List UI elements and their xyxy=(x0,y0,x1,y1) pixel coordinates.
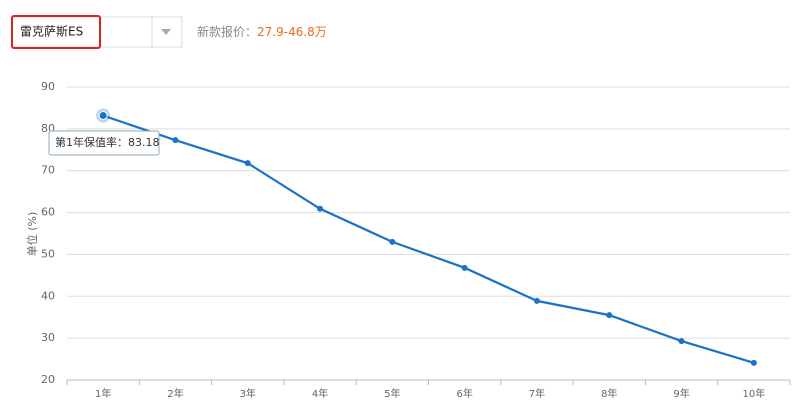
select-text: 雷克萨斯ES xyxy=(20,25,83,39)
tooltip-text: 第1年保值率：83.18 xyxy=(55,135,160,149)
point xyxy=(244,160,251,167)
point xyxy=(533,297,540,304)
line xyxy=(102,114,755,364)
x-tick-label: 9年 xyxy=(673,387,689,400)
y-tick-label: 40 xyxy=(41,289,55,302)
y-tick-label: 30 xyxy=(41,331,55,344)
x-tick-label: 8年 xyxy=(601,387,617,400)
highlight-box xyxy=(11,15,101,49)
model-select[interactable] xyxy=(11,16,183,48)
point xyxy=(389,238,396,245)
point xyxy=(606,312,613,319)
dropdown-arrow[interactable] xyxy=(161,29,171,35)
point xyxy=(678,338,685,345)
tooltip: 第1年保值率：83.18 xyxy=(48,130,160,156)
point xyxy=(172,137,179,144)
x-tick-label: 6年 xyxy=(456,387,472,400)
x-tick-label: 7年 xyxy=(529,387,545,400)
point xyxy=(750,359,757,366)
y-tick-label: 60 xyxy=(41,206,55,219)
x-tick-label: 1年 xyxy=(95,387,111,400)
point xyxy=(461,264,468,271)
point xyxy=(98,111,108,121)
price-label: 新款报价：27.9-46.8万 xyxy=(197,24,327,39)
x-tick-label: 3年 xyxy=(240,387,256,400)
tooltip-box xyxy=(48,130,160,156)
x-tick-label: 5年 xyxy=(384,387,400,400)
y-tick-label: 20 xyxy=(41,373,55,386)
price-label-text: 新款报价： xyxy=(197,24,257,39)
point xyxy=(317,205,324,212)
y-tick-label: 70 xyxy=(41,164,55,177)
tooltip-value: 83.18 xyxy=(128,136,160,149)
y-tick-label: 90 xyxy=(41,80,55,93)
tooltip-label: 第1年保值率： xyxy=(55,135,128,149)
y-tick-label: 50 xyxy=(41,247,55,260)
y-axis-label: 单位 (%) xyxy=(25,212,39,257)
price-value: 27.9-46.8万 xyxy=(257,25,327,39)
x-tick-label: 2年 xyxy=(167,387,183,400)
x-tick-label: 4年 xyxy=(312,387,328,400)
x-tick-label: 10年 xyxy=(742,387,765,400)
